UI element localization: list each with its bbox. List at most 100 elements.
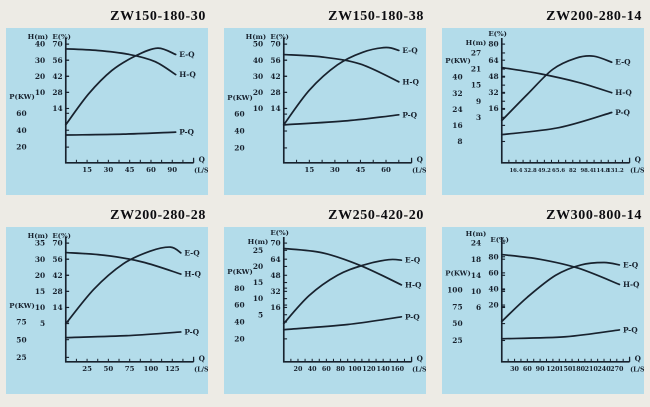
flow-tick-label: 100 xyxy=(348,366,362,373)
power-tick-label: 60 xyxy=(234,301,244,310)
efficiency-tick-label: 70 xyxy=(52,239,62,248)
power-tick-label: 20 xyxy=(234,144,244,153)
flow-tick-label: 240 xyxy=(597,366,611,373)
p-q-curve xyxy=(64,331,182,339)
flow-tick-label: 114.8 xyxy=(593,168,610,174)
power-tick-label: 75 xyxy=(16,318,26,327)
p-q-curve xyxy=(500,111,613,136)
p-q-curve xyxy=(64,131,177,136)
power-tick-label: 60 xyxy=(16,109,26,118)
efficiency-tick-label: 14 xyxy=(52,303,62,312)
head-tick-label: 30 xyxy=(35,255,45,264)
flow-tick-label: 15 xyxy=(304,166,314,174)
efficiency-tick-label: 28 xyxy=(52,88,62,97)
efficiency-tick-label: 70 xyxy=(270,40,280,49)
head-tick-label: 15 xyxy=(253,278,263,287)
p-q-curve-label: P-Q xyxy=(615,108,630,117)
head-tick-label: 10 xyxy=(253,294,263,303)
chart-title: ZW250-420-20 xyxy=(328,208,424,223)
head-tick-label: 20 xyxy=(35,72,45,81)
efficiency-tick-label: 40 xyxy=(488,285,498,294)
head-tick-label: 10 xyxy=(35,88,45,97)
flow-tick-label: 210 xyxy=(585,366,599,373)
flow-tick-label: 98.4 xyxy=(580,168,593,174)
power-tick-label: 60 xyxy=(234,110,244,119)
flow-tick-label: 60 xyxy=(146,166,156,174)
power-tick-label: 8 xyxy=(457,137,462,146)
flow-tick-label: 150 xyxy=(559,366,573,373)
chart-title: ZW200-280-28 xyxy=(110,208,206,223)
flow-unit-label: (L/S) xyxy=(412,167,426,174)
h-q-curve-label: H-Q xyxy=(615,88,632,97)
power-tick-label: 25 xyxy=(16,353,26,362)
flow-unit-label: (L/S) xyxy=(412,366,426,373)
efficiency-axis-label: E(%) xyxy=(488,30,507,38)
efficiency-tick-label: 16 xyxy=(488,104,498,113)
efficiency-tick-label: 42 xyxy=(52,72,62,81)
p-q-curve-label: P-Q xyxy=(623,326,638,335)
efficiency-tick-label: 28 xyxy=(52,287,62,296)
flow-tick-label: 140 xyxy=(377,366,391,373)
flow-tick-label: 25 xyxy=(82,365,92,373)
power-axis-label: P(KW) xyxy=(445,270,471,278)
h-q-curve-label: H-Q xyxy=(184,270,201,279)
flow-tick-label: 45 xyxy=(356,166,366,174)
h-q-curve xyxy=(282,53,400,83)
head-tick-label: 10 xyxy=(35,303,45,312)
head-tick-label: 3 xyxy=(476,113,481,122)
efficiency-tick-label: 42 xyxy=(52,271,62,280)
q-axis-label: Q xyxy=(417,354,423,363)
flow-tick-label: 125 xyxy=(165,365,180,373)
e-q-curve-label: E-Q xyxy=(184,248,200,257)
chart-cell: ZW200-280-14 Q (L/S) 80 64 48 32 16 27 21 15 9 3 40 3… xyxy=(442,7,644,195)
head-axis-label: H(m) xyxy=(248,238,269,246)
flow-tick-label: 100 xyxy=(144,365,159,373)
efficiency-tick-label: 80 xyxy=(488,40,498,49)
power-tick-label: 40 xyxy=(234,318,244,327)
power-axis-label: P(KW) xyxy=(227,268,253,276)
efficiency-tick-label: 64 xyxy=(270,255,280,264)
power-axis-label: P(KW) xyxy=(9,302,35,310)
head-tick-label: 10 xyxy=(253,104,263,113)
chart-panel: Q (L/S) 80 64 48 32 16 27 21 15 9 3 40 32 24 16 8 E(%)H(m… xyxy=(442,28,644,195)
flow-tick-label: 120 xyxy=(362,366,376,373)
q-axis-label: Q xyxy=(635,354,641,363)
power-tick-label: 80 xyxy=(234,284,244,293)
flow-tick-label: 40 xyxy=(308,366,317,373)
q-axis-label: Q xyxy=(417,155,423,164)
h-q-curve-label: H-Q xyxy=(402,77,419,86)
head-tick-label: 20 xyxy=(253,88,263,97)
h-q-curve xyxy=(282,247,403,286)
power-tick-label: 50 xyxy=(16,335,26,344)
chart-title: ZW150-180-30 xyxy=(110,9,206,24)
axes xyxy=(282,38,412,164)
efficiency-axis-label: E(%) xyxy=(490,236,509,244)
pump-performance-chart: Q (L/S) 80 60 40 20 24 18 14 10 6 100 75 50 25 H(m)E(%)… xyxy=(445,230,644,373)
p-q-curve-label: P-Q xyxy=(402,110,417,119)
power-tick-label: 32 xyxy=(452,89,462,98)
flow-tick-label: 15 xyxy=(82,166,92,174)
flow-tick-label: 90 xyxy=(167,166,177,174)
e-q-curve-label: E-Q xyxy=(615,58,631,67)
head-tick-label: 35 xyxy=(35,239,45,248)
flow-tick-label: 49.2 xyxy=(538,168,551,174)
head-tick-label: 5 xyxy=(40,319,45,328)
p-q-curve xyxy=(500,329,621,340)
h-q-curve-label: H-Q xyxy=(179,70,196,79)
power-axis-label: P(KW) xyxy=(227,94,253,102)
efficiency-tick-label: 32 xyxy=(270,287,280,296)
efficiency-tick-label: 60 xyxy=(488,269,498,278)
flow-tick-label: 160 xyxy=(391,366,405,373)
h-q-curve xyxy=(500,253,621,286)
flow-tick-label: 60 xyxy=(381,166,391,174)
head-axis-label: H(m) xyxy=(246,33,267,41)
head-tick-label: 50 xyxy=(253,40,263,49)
e-q-curve xyxy=(282,46,400,126)
flow-tick-label: 131.2 xyxy=(607,168,624,174)
power-tick-label: 50 xyxy=(452,319,462,328)
flow-tick-label: 270 xyxy=(610,366,624,373)
p-q-curve xyxy=(282,113,400,126)
head-axis-label: H(m) xyxy=(28,232,49,240)
axes xyxy=(500,237,630,363)
